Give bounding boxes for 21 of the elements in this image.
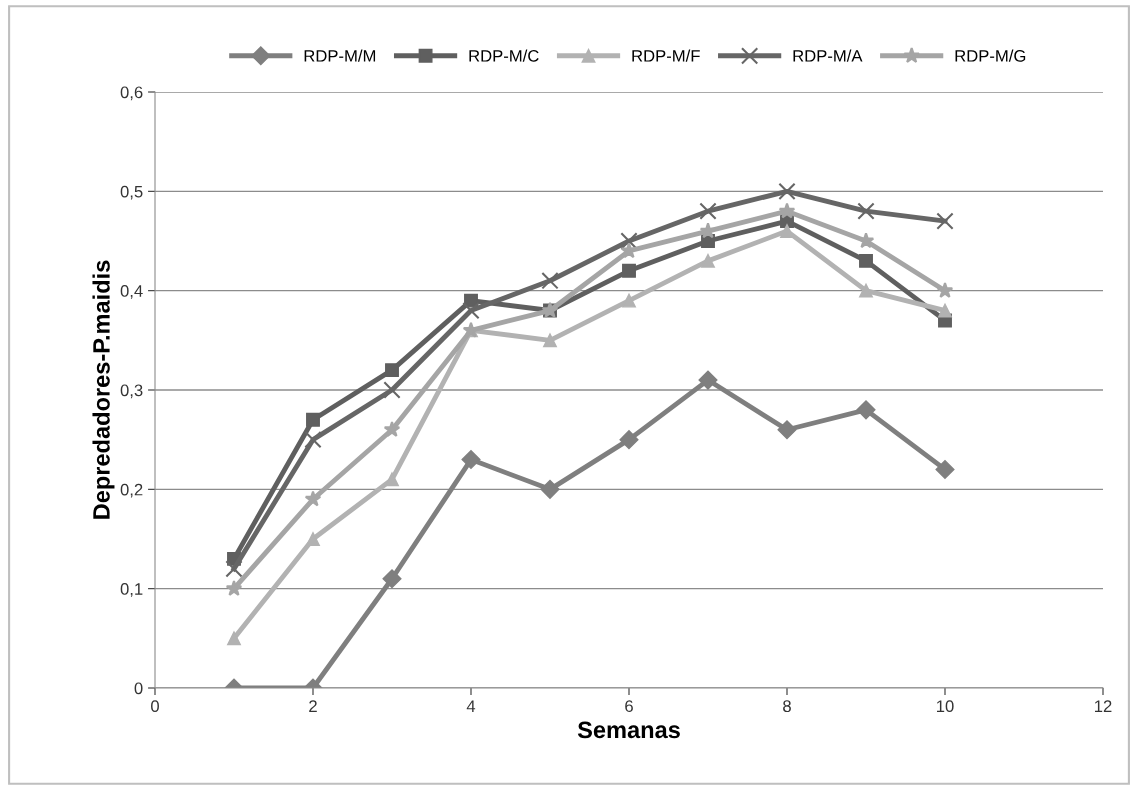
x-tick-label: 12 <box>1095 700 1112 712</box>
x-tick-label: 0 <box>151 700 159 713</box>
y-axis-title: Depredadores-P.maidis <box>92 260 115 519</box>
legend-label: RDP-M/A <box>793 49 863 62</box>
legend-label: RDP-M/F <box>632 49 700 62</box>
x-tick-label: 8 <box>783 700 791 713</box>
x-axis-title: Semanas <box>577 721 680 739</box>
y-tick-label: 0,1 <box>120 583 143 597</box>
y-tick-label: 0 <box>134 682 143 695</box>
x-tick-label: 6 <box>625 700 633 713</box>
legend-label: RDP-M/C <box>469 49 539 62</box>
legend-label: RDP-M/G <box>955 49 1026 62</box>
y-tick-label: 0,5 <box>120 185 143 200</box>
y-tick-label: 0,6 <box>120 86 143 101</box>
legend-label: RDP-M/M <box>304 49 376 62</box>
y-tick-label: 0,2 <box>120 483 143 498</box>
y-tick-label: 0,3 <box>120 384 143 399</box>
y-tick-label: 0,4 <box>120 285 143 299</box>
x-tick-label: 2 <box>309 700 317 712</box>
x-tick-label: 10 <box>937 700 954 713</box>
x-tick-label: 4 <box>466 700 476 712</box>
